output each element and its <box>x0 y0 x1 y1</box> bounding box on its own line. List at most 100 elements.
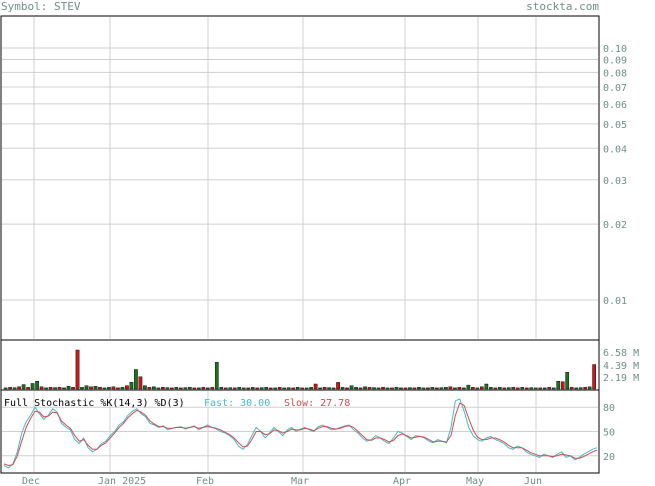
volume-bar <box>187 387 192 390</box>
volume-bar <box>471 387 475 390</box>
slow-value-label: Slow: 27.78 <box>284 398 350 409</box>
volume-bar <box>574 387 579 390</box>
volume-bar <box>138 376 143 390</box>
volume-tick-label: 4.39 M <box>603 361 639 372</box>
volume-bar <box>21 384 26 390</box>
volume-bar <box>255 387 260 390</box>
volume-bar <box>462 387 466 390</box>
volume-bar <box>399 387 403 390</box>
price-tick-label: 0.07 <box>603 83 627 94</box>
price-tick-label: 0.06 <box>603 100 627 111</box>
volume-bar <box>219 387 224 390</box>
volume-bar <box>241 387 246 390</box>
volume-bar <box>66 386 71 390</box>
volume-bar <box>282 387 287 390</box>
volume-bar <box>313 383 318 390</box>
volume-bar <box>322 387 327 390</box>
volume-bar <box>84 385 89 390</box>
volume-bar <box>26 387 30 390</box>
stoch-tick-label: 20 <box>603 452 615 463</box>
volume-bar <box>129 382 134 390</box>
volume-bar <box>246 387 251 390</box>
volume-bar <box>331 387 336 390</box>
volume-bar <box>300 387 304 390</box>
axis-labels: Dec Jan 2025 Feb Mar Apr May Jun 0.100.090.08 0.… <box>22 44 639 486</box>
volume-bar <box>44 387 48 390</box>
volume-bar <box>385 387 390 390</box>
volume-bar <box>488 387 493 390</box>
volume-bar <box>327 387 331 390</box>
volume-bar <box>376 387 381 390</box>
volume-bar <box>466 384 471 390</box>
volume-bar <box>412 387 417 390</box>
volume-bar <box>232 387 237 390</box>
volume-bar <box>147 387 152 390</box>
volume-bar <box>583 387 588 390</box>
volume-bar <box>93 386 98 390</box>
volume-bar <box>358 387 363 390</box>
volume-bar <box>439 387 444 390</box>
volume-bar <box>538 387 543 390</box>
volume-bar <box>156 387 161 390</box>
volume-bar <box>196 387 201 390</box>
price-tick-label: 0.05 <box>603 120 627 131</box>
volume-bar <box>8 387 12 390</box>
volume-bar <box>390 387 394 390</box>
volume-bar <box>250 387 255 390</box>
volume-bar <box>53 387 57 390</box>
volume-bar <box>183 387 188 390</box>
volume-bar <box>520 387 525 390</box>
volume-bar <box>448 386 453 390</box>
price-tick-label: 0.10 <box>603 44 627 55</box>
volume-bar <box>372 387 376 390</box>
volume-bar <box>107 387 111 390</box>
volume-bar <box>497 387 502 390</box>
volume-bar <box>277 387 282 390</box>
volume-bar <box>511 387 516 390</box>
volume-bar <box>192 387 197 390</box>
volume-bar <box>273 387 278 390</box>
volume-bar <box>547 387 552 390</box>
volume-bar <box>435 387 439 390</box>
volume-bar <box>484 383 489 390</box>
volume-bar <box>12 387 17 390</box>
volume-bar <box>98 387 102 390</box>
volume-bar <box>502 387 507 390</box>
x-tick-label: Jun <box>524 476 542 486</box>
volume-bar <box>551 387 556 390</box>
volume-bar <box>556 381 561 390</box>
volume-bar <box>565 372 570 390</box>
volume-bar <box>417 387 421 390</box>
volume-bar <box>120 387 125 390</box>
volume-bar <box>210 387 215 390</box>
volume-bar <box>62 387 66 390</box>
volume-bar <box>259 387 264 390</box>
volume-bar <box>143 385 147 390</box>
volume-bar <box>578 387 583 390</box>
volume-bar <box>125 385 129 390</box>
volume-bar <box>453 387 457 390</box>
volume-tick-label: 2.19 M <box>603 373 639 384</box>
volume-bar <box>529 387 534 390</box>
volume-bar <box>170 387 174 390</box>
x-tick-label: Feb <box>196 476 214 486</box>
volume-bar <box>345 387 349 390</box>
stoch-d-line <box>3 402 598 467</box>
volume-bar <box>479 386 484 390</box>
volume-bar <box>515 387 520 390</box>
price-tick-label: 0.03 <box>603 176 627 187</box>
volume-bar <box>134 369 138 390</box>
volume-bar <box>264 387 269 390</box>
volume-bar <box>161 387 165 390</box>
x-tick-label: May <box>466 476 484 486</box>
site-name[interactable]: stockta.com <box>526 0 599 13</box>
volume-bar <box>569 387 574 390</box>
volume-bar <box>363 386 367 390</box>
volume-bar <box>381 387 385 390</box>
volume-bar <box>102 387 107 390</box>
volume-bar <box>403 387 408 390</box>
volume-bar <box>560 381 565 390</box>
stoch-tick-label: 80 <box>603 403 615 414</box>
stoch-tick-label: 50 <box>603 428 615 439</box>
volume-bar <box>367 387 372 390</box>
